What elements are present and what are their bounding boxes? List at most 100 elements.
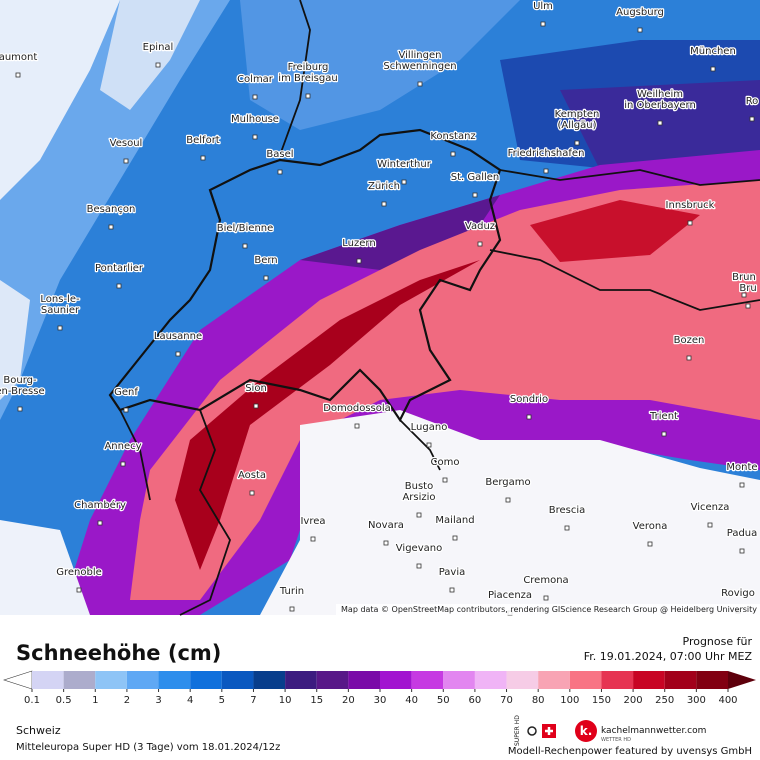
city-marker <box>356 258 362 264</box>
city: Sondrio <box>509 393 549 420</box>
city-label: Vigevano <box>396 543 442 554</box>
colorbar-tick-label: 0.1 <box>24 695 40 706</box>
city-label: Padua <box>727 528 758 539</box>
plain-area <box>260 410 760 615</box>
legend-title: Schneehöhe (cm) <box>16 641 221 665</box>
city-label: Saunier <box>41 305 80 316</box>
city-marker <box>15 72 21 78</box>
city: Belfort <box>185 134 221 161</box>
colorbar-tick-label: 150 <box>592 695 611 706</box>
city: Bru <box>738 282 758 309</box>
city-label: (Allgäu) <box>557 120 596 131</box>
snow-area <box>0 0 120 200</box>
city-marker <box>277 169 283 175</box>
city-label: Arsizio <box>402 492 435 503</box>
snow-area <box>530 200 700 262</box>
city: Luzern <box>341 237 377 264</box>
city-marker <box>123 158 129 164</box>
city-label: St. Gallen <box>451 172 500 183</box>
city: Aosta <box>237 469 267 496</box>
colorbar-tick-label: 80 <box>532 695 545 706</box>
city-label: Pontarlier <box>95 263 144 274</box>
city: Annecy <box>103 440 143 467</box>
city-marker <box>449 587 455 593</box>
city: Basel <box>265 148 295 175</box>
swiss-cross <box>545 727 553 735</box>
city-label: Grenoble <box>56 567 102 578</box>
city: St. Gallen <box>449 171 501 198</box>
city-marker <box>741 292 747 298</box>
colorbar-box <box>63 671 96 689</box>
border <box>108 128 502 423</box>
city-label: im Breisgau <box>278 73 337 84</box>
forecast-label: Prognose für <box>683 635 753 648</box>
city-marker <box>647 541 653 547</box>
city: Genf <box>113 386 140 413</box>
city: Winterthur <box>376 158 433 185</box>
city-label: Ivrea <box>300 516 325 527</box>
city-label: Freiburg <box>288 62 329 73</box>
city-marker <box>564 525 570 531</box>
colorbar-tick-label: 10 <box>279 695 292 706</box>
colorbar-box <box>411 671 444 689</box>
city: München <box>689 45 737 72</box>
city-label: Vesoul <box>110 138 143 149</box>
city: Sion <box>244 382 268 409</box>
city: Verona <box>631 520 669 547</box>
colorbar: 0.1 0.5 1 2 3 4 5 7 10 15 20 30 40 50 60 70 80 100 150 200 2… <box>3 670 756 706</box>
city-marker <box>707 522 713 528</box>
city-label: Trient <box>649 411 678 422</box>
city-label: Monte <box>726 462 757 473</box>
city-label: Pavia <box>439 567 466 578</box>
forecast-time: Fr. 19.01.2024, 07:00 Uhr MEZ <box>584 650 753 663</box>
city-marker <box>17 406 23 412</box>
city: Novara <box>367 519 405 546</box>
city: Ivrea <box>299 515 327 542</box>
colorbar-box <box>474 671 507 689</box>
colorbar-box <box>190 671 222 689</box>
city: Brescia <box>547 504 587 531</box>
city: Chambéry <box>73 498 127 526</box>
city-marker <box>450 151 456 157</box>
city: Augsburg <box>615 6 665 33</box>
city: Besançon <box>85 203 137 230</box>
city: Trient <box>648 410 679 437</box>
colorbar-tick-label: 300 <box>687 695 706 706</box>
city-marker <box>749 116 755 122</box>
city-marker <box>417 81 423 87</box>
city-marker <box>57 325 63 331</box>
city-marker <box>354 423 360 429</box>
city: Bourg-en-Bresse <box>0 374 46 412</box>
city-label: Villingen <box>399 50 442 61</box>
city-label: Ro <box>746 96 759 107</box>
city: Innsbruck <box>664 199 716 226</box>
colorbar-box <box>285 671 317 689</box>
city-marker <box>540 21 546 27</box>
city-marker <box>305 93 311 99</box>
city-marker <box>442 477 448 483</box>
city-label: Bern <box>254 255 277 266</box>
colorbar-box <box>696 671 728 689</box>
city: Padua <box>725 527 759 554</box>
city-marker <box>381 201 387 207</box>
colorbar-box <box>506 671 539 689</box>
city-label: Mailand <box>435 515 474 526</box>
city: Lugano <box>409 421 449 448</box>
city-label: in Oberbayern <box>624 100 696 111</box>
colorbar-tick-label: 200 <box>624 695 643 706</box>
colorbar-box <box>32 671 64 689</box>
city: Ro <box>744 95 760 122</box>
city: Lons-le-Saunier <box>39 293 81 331</box>
city: Como <box>429 456 461 483</box>
city-label: Busto <box>405 481 433 492</box>
city-label: Colmar <box>237 74 274 85</box>
city-marker <box>200 155 206 161</box>
city-label: Sion <box>245 383 267 394</box>
city: Zürich <box>367 180 401 207</box>
snow-area <box>0 280 30 400</box>
city: Vesoul <box>108 137 144 164</box>
border <box>119 0 760 616</box>
colorbar-box <box>380 671 412 689</box>
